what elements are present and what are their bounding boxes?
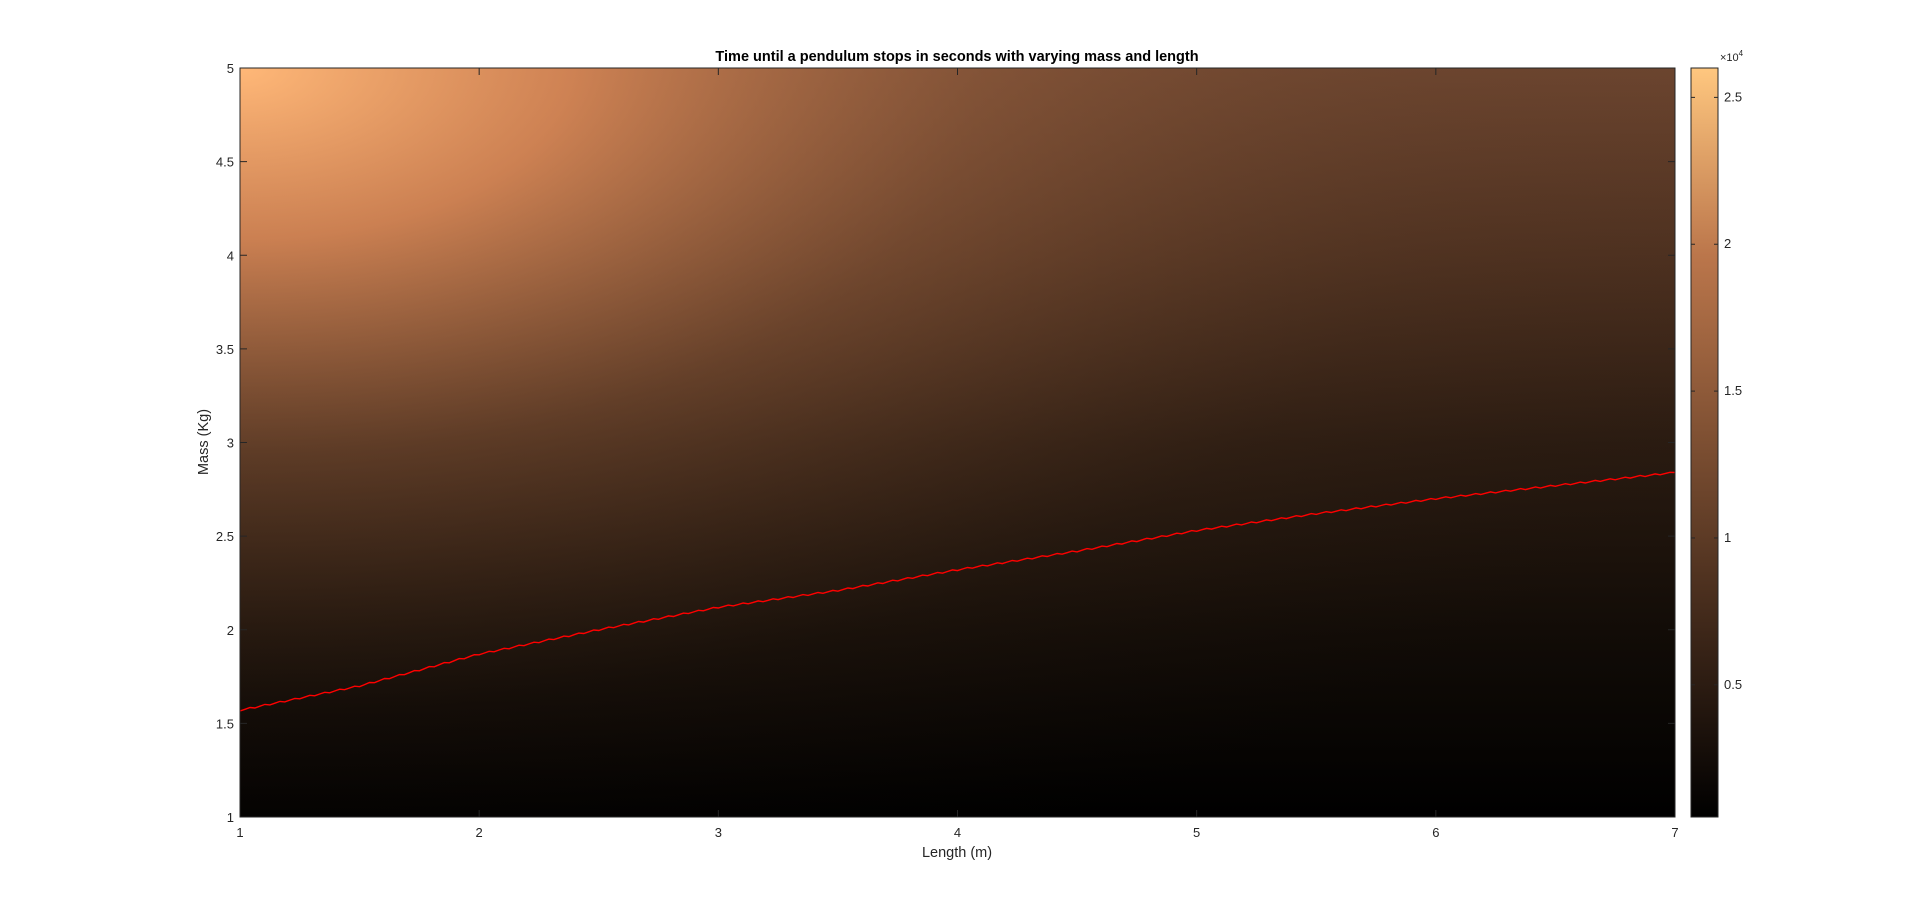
x-tick-label: 7 xyxy=(1671,825,1678,840)
x-tick-label: 2 xyxy=(476,825,483,840)
colorbar-gradient xyxy=(1691,68,1718,817)
colorbar-tick-label: 2 xyxy=(1724,236,1731,251)
heatmap-glow xyxy=(240,68,1675,817)
plot-area xyxy=(239,67,1676,818)
y-tick-label: 1 xyxy=(227,810,234,825)
y-tick-label: 5 xyxy=(227,61,234,76)
colorbar-tick-label: 0.5 xyxy=(1724,677,1742,692)
colorbar-tick-label: 1 xyxy=(1724,530,1731,545)
x-axis: 1 2 3 4 5 6 7 xyxy=(236,68,1679,840)
x-tick-label: 4 xyxy=(954,825,961,840)
y-tick-label: 2 xyxy=(227,623,234,638)
x-tick-label: 3 xyxy=(715,825,722,840)
colorbar-exponent: ×104 xyxy=(1720,49,1744,64)
chart-title: Time until a pendulum stops in seconds w… xyxy=(715,49,1198,65)
y-tick-label: 4 xyxy=(227,248,234,263)
x-tick-label: 1 xyxy=(236,825,243,840)
x-tick-label: 5 xyxy=(1193,825,1200,840)
y-tick-label: 4.5 xyxy=(216,155,234,170)
colorbar-tick-label: 2.5 xyxy=(1724,89,1742,104)
colorbar-ticks: 0.5 1 1.5 2 2.5 xyxy=(1691,89,1742,692)
y-tick-label: 3 xyxy=(227,436,234,451)
colorbar-tick-label: 1.5 xyxy=(1724,383,1742,398)
y-axis-label: Mass (Kg) xyxy=(196,409,212,475)
y-tick-label: 2.5 xyxy=(216,529,234,544)
contour-line xyxy=(240,471,1675,712)
y-tick-label: 3.5 xyxy=(216,342,234,357)
y-axis: 1 1.5 2 2.5 3 3.5 4 4.5 5 xyxy=(216,61,1675,825)
x-axis-label: Length (m) xyxy=(922,845,992,861)
y-tick-label: 1.5 xyxy=(216,716,234,731)
colorbar: 0.5 1 1.5 2 2.5 ×104 xyxy=(1690,49,1744,818)
x-tick-label: 6 xyxy=(1432,825,1439,840)
colorbar-frame xyxy=(1690,67,1719,818)
